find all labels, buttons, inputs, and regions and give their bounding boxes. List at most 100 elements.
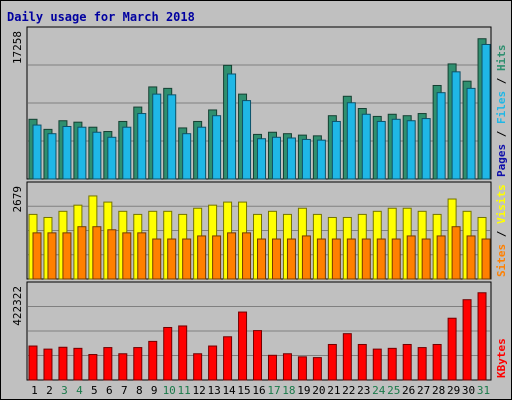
bar-kbytes-day-7: [118, 353, 128, 381]
bar-files-day-14: [227, 73, 237, 180]
panel-visits-sites: 2679 Sites / Visits: [11, 181, 508, 280]
legend-sites: Sites: [495, 244, 508, 277]
bar-kbytes-day-25: [387, 347, 397, 381]
legend-visits: Visits: [495, 184, 508, 224]
bar-sites-day-18: [286, 238, 296, 280]
bar-sites-day-12: [197, 235, 207, 280]
bar-kbytes-day-2: [43, 348, 53, 381]
x-tick-label: 4: [76, 384, 83, 397]
chart-title: Daily usage for March 2018: [7, 10, 195, 24]
bar-kbytes-day-11: [178, 325, 188, 381]
bar-sites-day-6: [107, 229, 117, 280]
x-tick-label: 7: [121, 384, 128, 397]
x-tick-label: 26: [402, 384, 415, 397]
bar-sites-day-3: [62, 232, 72, 280]
x-tick-label: 6: [106, 384, 113, 397]
bar-kbytes-day-4: [73, 347, 83, 381]
bar-sites-day-28: [436, 235, 446, 280]
bar-sites-day-22: [346, 238, 356, 280]
x-tick-label: 2: [46, 384, 53, 397]
bar-files-day-20: [316, 139, 326, 180]
bar-files-day-9: [152, 93, 162, 180]
x-tick-label: 28: [432, 384, 445, 397]
x-tick-label: 3: [61, 384, 68, 397]
x-tick-label: 16: [252, 384, 265, 397]
bar-kbytes-day-10: [163, 326, 173, 381]
bar-files-day-12: [197, 126, 207, 180]
bar-sites-day-4: [77, 226, 87, 280]
x-tick-label: 25: [387, 384, 400, 397]
bar-kbytes-day-1: [28, 345, 38, 381]
x-tick-label: 20: [312, 384, 325, 397]
bar-sites-day-11: [182, 238, 192, 280]
legend-files: Files: [495, 91, 508, 124]
bar-sites-day-7: [122, 232, 132, 280]
legend-pages: Pages: [495, 144, 508, 177]
bar-sites-day-8: [137, 232, 147, 280]
bar-files-day-25: [391, 118, 401, 180]
bar-kbytes-day-22: [342, 333, 352, 381]
bar-sites-day-27: [421, 238, 431, 280]
panel-legend: Pages / Files / Hits: [495, 45, 508, 178]
x-tick-label: 1: [31, 384, 38, 397]
bar-files-day-1: [32, 124, 42, 180]
bar-files-day-17: [271, 136, 281, 180]
panel-side-labels: KBytes: [495, 338, 508, 378]
legend-separator: /: [495, 124, 508, 144]
bar-files-day-16: [257, 138, 267, 180]
bar-kbytes-day-23: [357, 343, 367, 381]
chart-panels: 17258 Pages / Files / Hits 2679 Sites / Vis…: [11, 26, 508, 381]
bar-sites-day-24: [376, 238, 386, 280]
x-tick-label: 21: [327, 384, 340, 397]
bar-sites-day-26: [406, 235, 416, 280]
legend-separator: /: [495, 71, 508, 91]
x-tick-label: 27: [417, 384, 430, 397]
bar-files-day-30: [466, 87, 476, 180]
bar-kbytes-day-26: [402, 343, 412, 381]
bar-files-day-22: [346, 102, 356, 180]
bar-kbytes-day-18: [282, 353, 292, 381]
bar-sites-day-2: [47, 232, 57, 280]
bar-sites-day-16: [257, 238, 267, 280]
x-tick-label: 15: [237, 384, 250, 397]
bar-files-day-8: [137, 113, 147, 180]
bar-kbytes-day-20: [312, 357, 322, 381]
bar-kbytes-day-29: [447, 317, 457, 381]
panel-side-labels: Sites / Visits: [495, 184, 508, 277]
x-tick-label: 22: [342, 384, 355, 397]
legend-separator: /: [495, 224, 508, 244]
bar-kbytes-day-13: [208, 345, 218, 381]
bar-kbytes-day-15: [238, 311, 248, 381]
bar-files-day-24: [376, 120, 386, 180]
bar-files-day-6: [107, 136, 117, 180]
bar-kbytes-day-3: [58, 346, 68, 381]
bar-kbytes-day-28: [432, 343, 442, 381]
panel-scale-label: 2679: [11, 186, 24, 213]
bar-sites-day-29: [451, 226, 461, 280]
bar-files-day-5: [92, 131, 102, 180]
panel-hits-files-pages: 17258 Pages / Files / Hits: [11, 26, 508, 180]
x-tick-label: 12: [193, 384, 206, 397]
x-tick-label: 17: [267, 384, 280, 397]
bar-kbytes-day-17: [267, 354, 277, 381]
x-tick-label: 29: [447, 384, 460, 397]
bar-files-day-28: [436, 92, 446, 180]
bar-kbytes-day-5: [88, 354, 98, 381]
legend-hits: Hits: [495, 45, 508, 72]
bar-sites-day-23: [361, 238, 371, 280]
bar-files-day-27: [421, 118, 431, 180]
bar-sites-day-19: [301, 235, 311, 280]
x-tick-label: 5: [91, 384, 98, 397]
bar-files-day-18: [286, 137, 296, 180]
x-tick-label: 24: [372, 384, 386, 397]
bar-files-day-10: [167, 94, 177, 180]
bar-kbytes-day-21: [327, 343, 337, 381]
bar-files-day-7: [122, 126, 132, 180]
bar-kbytes-day-6: [103, 347, 113, 381]
bar-files-day-4: [77, 126, 87, 180]
bar-files-day-31: [481, 43, 491, 180]
bar-sites-day-5: [92, 226, 102, 280]
panel-side-labels: Pages / Files / Hits: [495, 45, 508, 178]
